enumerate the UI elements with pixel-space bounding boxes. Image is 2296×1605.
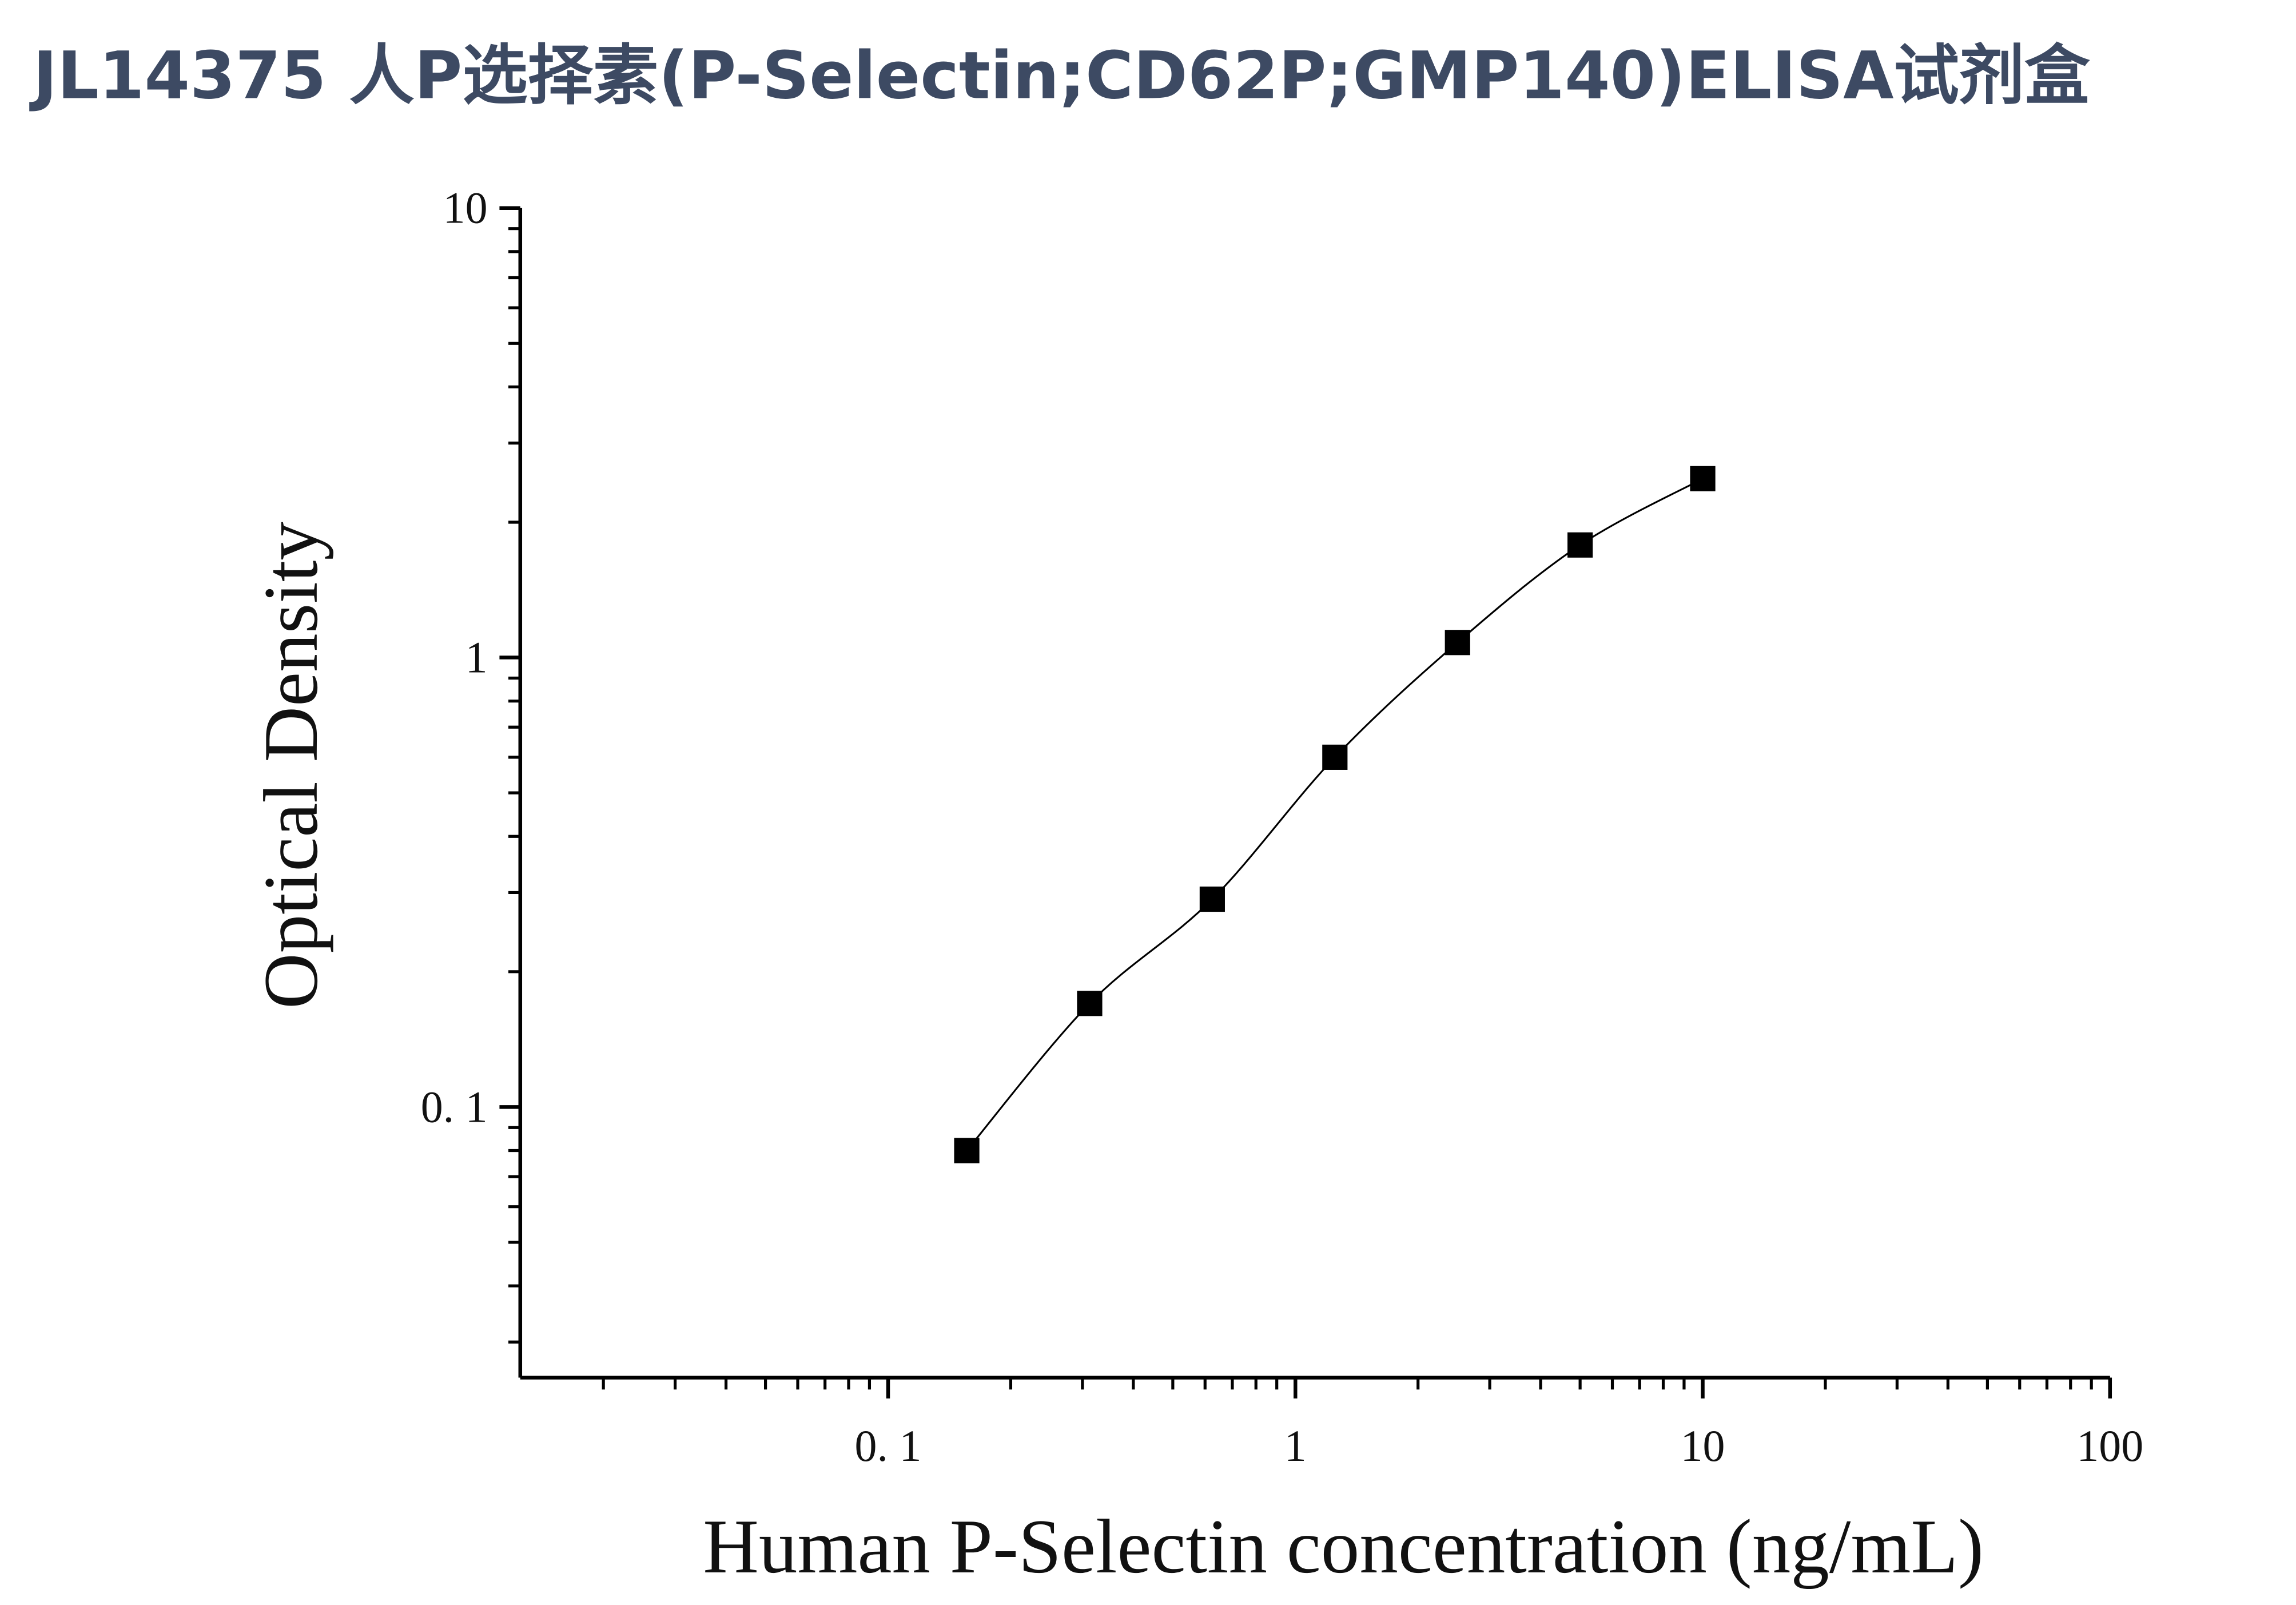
x-tick-label: 10	[1681, 1421, 1725, 1471]
x-tick-label: 0. 1	[855, 1421, 922, 1471]
data-point	[1445, 630, 1470, 655]
data-point	[954, 1138, 980, 1163]
fit-curve	[966, 478, 1704, 1151]
chart-title: JL14375 人P选择素(P-Selectin;CD62P;GMP140)EL…	[29, 37, 2091, 113]
data-point	[1567, 532, 1593, 558]
data-point	[1077, 991, 1103, 1016]
x-axis-label: Human P-Selectin concentration (ng/mL)	[703, 1504, 1984, 1590]
y-tick-label: 0. 1	[421, 1082, 488, 1131]
data-point	[1690, 466, 1716, 491]
y-tick-label: 10	[443, 184, 488, 233]
x-tick-label: 1	[1284, 1421, 1307, 1471]
data-point	[1322, 744, 1348, 770]
x-tick-label: 100	[2076, 1421, 2143, 1471]
data-point	[1199, 886, 1225, 912]
y-axis-label: Optical Density	[249, 522, 334, 1009]
y-tick-label: 1	[465, 633, 488, 682]
